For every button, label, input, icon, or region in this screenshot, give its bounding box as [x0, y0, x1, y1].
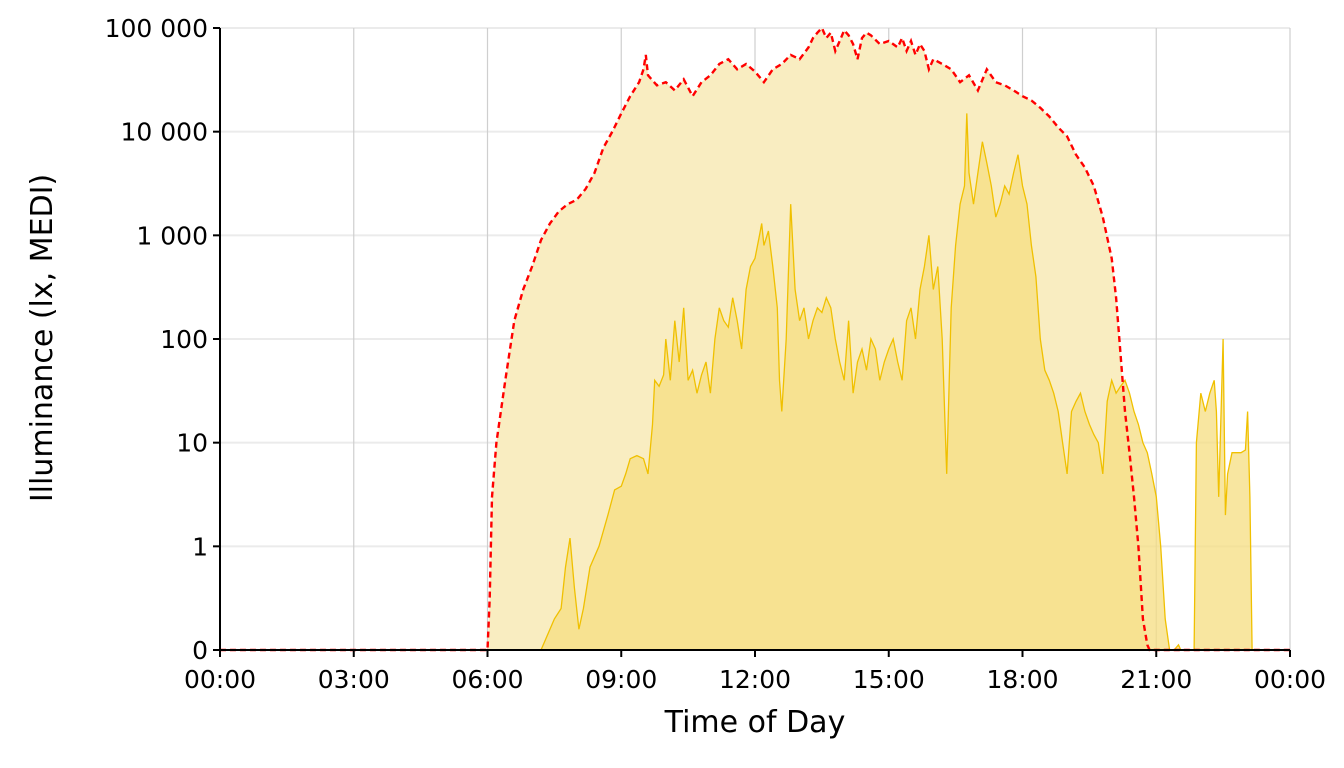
series-lines — [220, 25, 1290, 652]
x-tick-label: 09:00 — [585, 665, 657, 694]
y-tick-label: 1 — [192, 532, 208, 561]
measured-line — [220, 113, 1290, 651]
measured-area — [220, 113, 1290, 650]
x-tick-label: 00:00 — [1254, 665, 1326, 694]
ticks: 0 1 10 100 1 000 10 000 100 000 00:00 03:00 06:00… — [105, 14, 1326, 694]
x-tick-label: 18:00 — [986, 665, 1058, 694]
x-tick-label: 00:00 — [184, 665, 256, 694]
y-tick-label: 10 000 — [121, 118, 208, 147]
y-tick-label: 100 — [160, 325, 208, 354]
x-tick-label: 12:00 — [719, 665, 791, 694]
y-tick-label: 100 000 — [105, 14, 208, 43]
y-tick-label: 0 — [192, 636, 208, 665]
x-tick-label: 15:00 — [853, 665, 925, 694]
x-axis-title: Time of Day — [664, 705, 846, 740]
x-tick-label: 21:00 — [1120, 665, 1192, 694]
x-tick-label: 03:00 — [318, 665, 390, 694]
y-tick-label: 1 000 — [136, 221, 208, 250]
x-tick-label: 06:00 — [451, 665, 523, 694]
y-tick-label: 10 — [176, 429, 208, 458]
y-axis-title: Illuminance (lx, MEDI) — [25, 174, 60, 502]
